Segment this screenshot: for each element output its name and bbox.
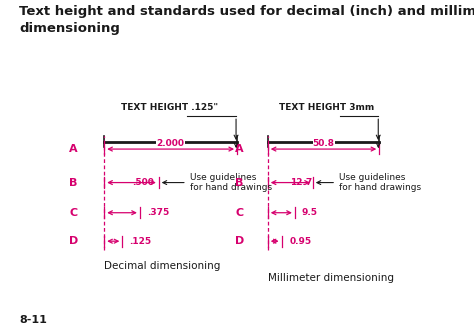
Text: Text height and standards used for decimal (inch) and millimeter: Text height and standards used for decim… xyxy=(19,5,474,18)
Text: D: D xyxy=(69,236,78,246)
Text: dimensioning: dimensioning xyxy=(19,22,120,35)
Text: 9.5: 9.5 xyxy=(301,208,318,217)
Text: 2.000: 2.000 xyxy=(156,139,185,148)
Text: 12.7: 12.7 xyxy=(290,178,312,187)
Text: TEXT HEIGHT .125": TEXT HEIGHT .125" xyxy=(121,103,218,112)
Text: 0.95: 0.95 xyxy=(289,237,311,246)
Text: TEXT HEIGHT 3mm: TEXT HEIGHT 3mm xyxy=(279,103,374,112)
Text: A: A xyxy=(69,144,78,154)
Text: .375: .375 xyxy=(147,208,169,217)
Text: 50.8: 50.8 xyxy=(313,139,335,148)
Text: .500: .500 xyxy=(132,178,154,187)
Text: .125: .125 xyxy=(129,237,151,246)
Text: Decimal dimensioning: Decimal dimensioning xyxy=(104,261,221,271)
Text: 8-11: 8-11 xyxy=(19,315,47,325)
Text: C: C xyxy=(235,208,244,218)
Text: B: B xyxy=(235,178,244,188)
Text: Use guidelines
for hand drawings: Use guidelines for hand drawings xyxy=(163,173,272,192)
Text: Millimeter dimensioning: Millimeter dimensioning xyxy=(268,273,394,283)
Text: Use guidelines
for hand drawings: Use guidelines for hand drawings xyxy=(317,173,421,192)
Text: D: D xyxy=(235,236,244,246)
Text: C: C xyxy=(69,208,78,218)
Text: A: A xyxy=(235,144,244,154)
Text: B: B xyxy=(69,178,78,188)
